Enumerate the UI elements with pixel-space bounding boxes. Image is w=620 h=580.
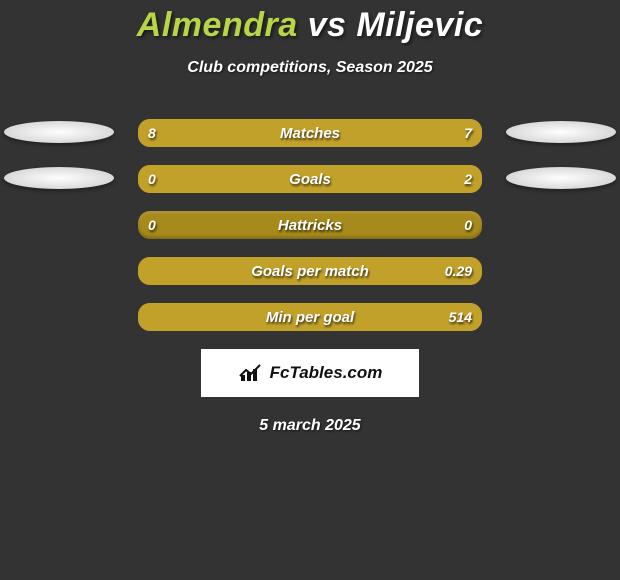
title-player-right: Miljevic (356, 6, 483, 44)
stats-block: Matches87 Goals02 Hattricks0 0 Goals per mat… (0, 119, 620, 331)
photo-ellipse-right (506, 167, 616, 189)
bar-fill-right (320, 119, 482, 147)
stat-label: Hattricks (138, 211, 482, 239)
logo-text-main: Tables (289, 363, 342, 382)
stat-bar: Goals per match0.29 (138, 257, 482, 285)
title-player-left: Almendra (137, 6, 298, 44)
bar-fill-right (138, 257, 482, 285)
stat-bar: Hattricks0 0 (138, 211, 482, 239)
title-vs: vs (298, 6, 357, 44)
stat-bar: Min per goal514 (138, 303, 482, 331)
logo-text-suffix: .com (343, 363, 383, 382)
bar-fill-right (138, 303, 482, 331)
stat-row: Hattricks0 0 (0, 211, 620, 239)
bar-fill-left (138, 119, 320, 147)
logo-text: FcTables.com (270, 363, 383, 383)
bar-fill-right (138, 165, 482, 193)
stat-bar: Matches87 (138, 119, 482, 147)
subtitle: Club competitions, Season 2025 (0, 59, 620, 77)
stat-bar: Goals02 (138, 165, 482, 193)
logo-text-prefix: Fc (270, 363, 290, 382)
photo-ellipse-right (506, 121, 616, 143)
stat-value-right: 0 (464, 211, 472, 239)
stat-row: Goals02 (0, 165, 620, 193)
stat-value-left: 0 (148, 211, 156, 239)
fctables-logo: FcTables.com (201, 349, 419, 397)
photo-ellipse-left (4, 121, 114, 143)
photo-ellipse-left (4, 167, 114, 189)
page-title: Almendra vs Miljevic (0, 6, 620, 45)
stat-row: Min per goal514 (0, 303, 620, 331)
comparison-card: Almendra vs Miljevic Club competitions, … (0, 0, 620, 580)
stat-row: Goals per match0.29 (0, 257, 620, 285)
bar-chart-icon (238, 363, 264, 383)
stat-row: Matches87 (0, 119, 620, 147)
date-label: 5 march 2025 (0, 417, 620, 435)
